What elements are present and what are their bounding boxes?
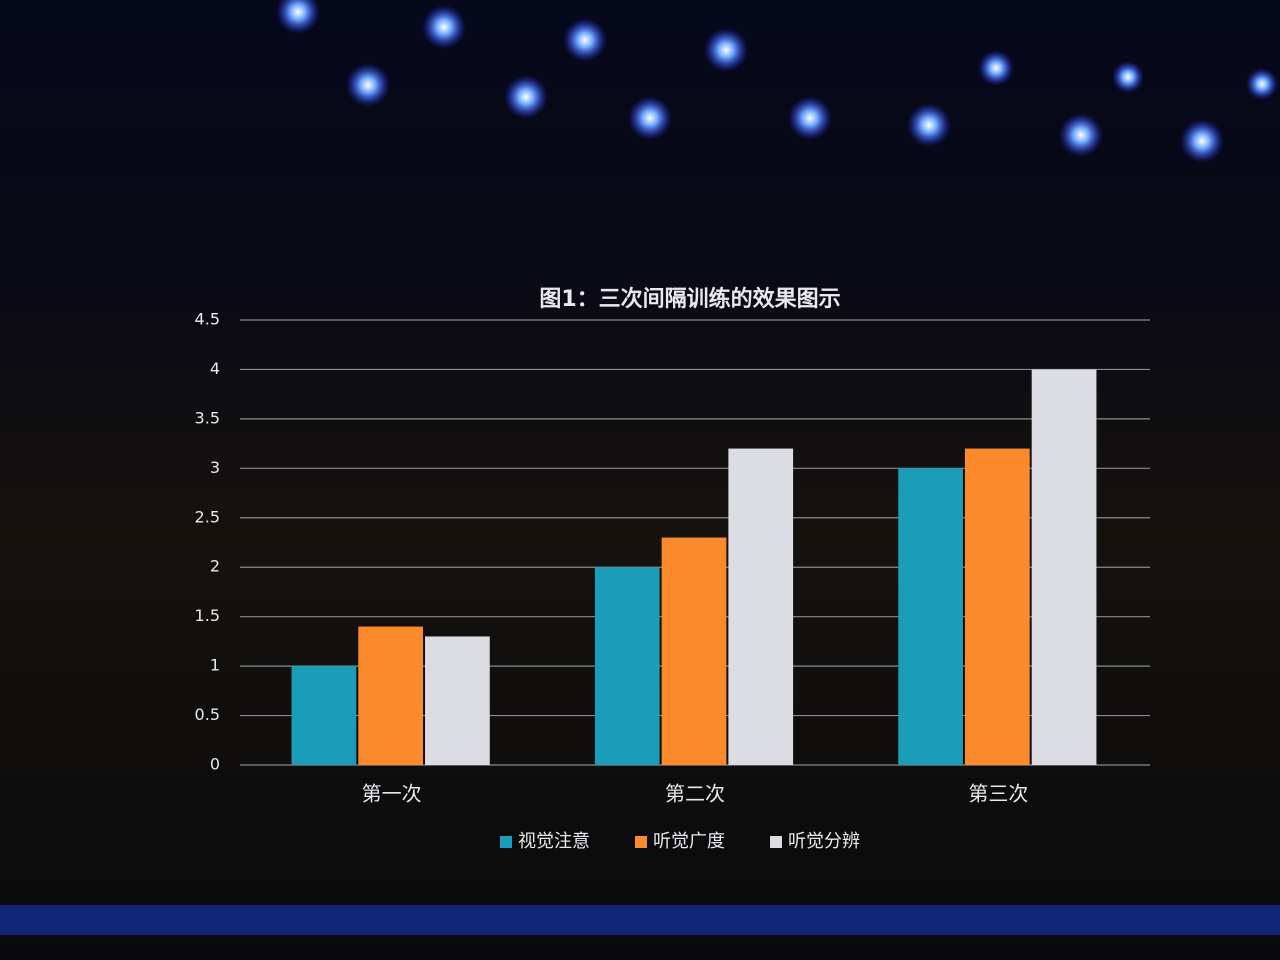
y-tick-label: 0.5: [195, 705, 220, 724]
stage-lights: [276, 0, 1278, 163]
bar: [358, 626, 424, 765]
legend-swatch: [500, 836, 512, 848]
bar: [425, 636, 490, 765]
bar: [291, 666, 357, 765]
legend-label: 听觉广度: [653, 831, 725, 852]
bar: [661, 537, 727, 765]
bar: [594, 567, 660, 765]
y-tick-label: 1.5: [195, 606, 220, 625]
legend-swatch: [635, 836, 647, 848]
bar: [898, 468, 963, 765]
bar: [728, 448, 794, 765]
bar: [1031, 369, 1097, 765]
chart-title: 图1：三次间隔训练的效果图示: [539, 286, 840, 312]
legend-label: 听觉分辨: [788, 831, 860, 852]
y-tick-label: 1: [210, 656, 220, 675]
x-tick-label: 第二次: [665, 782, 725, 806]
y-tick-label: 0: [210, 755, 220, 774]
stage-edge: [0, 905, 1280, 935]
y-tick-label: 4: [210, 359, 220, 378]
legend-swatch: [770, 836, 782, 848]
x-tick-label: 第一次: [362, 782, 422, 806]
bar: [964, 448, 1030, 765]
y-tick-label: 2: [210, 557, 220, 576]
x-tick-label: 第三次: [968, 782, 1028, 806]
y-tick-label: 2.5: [195, 507, 220, 526]
y-tick-label: 3: [210, 458, 220, 477]
legend-label: 视觉注意: [518, 831, 590, 852]
y-tick-label: 3.5: [195, 408, 220, 427]
y-tick-label: 4.5: [195, 310, 220, 329]
